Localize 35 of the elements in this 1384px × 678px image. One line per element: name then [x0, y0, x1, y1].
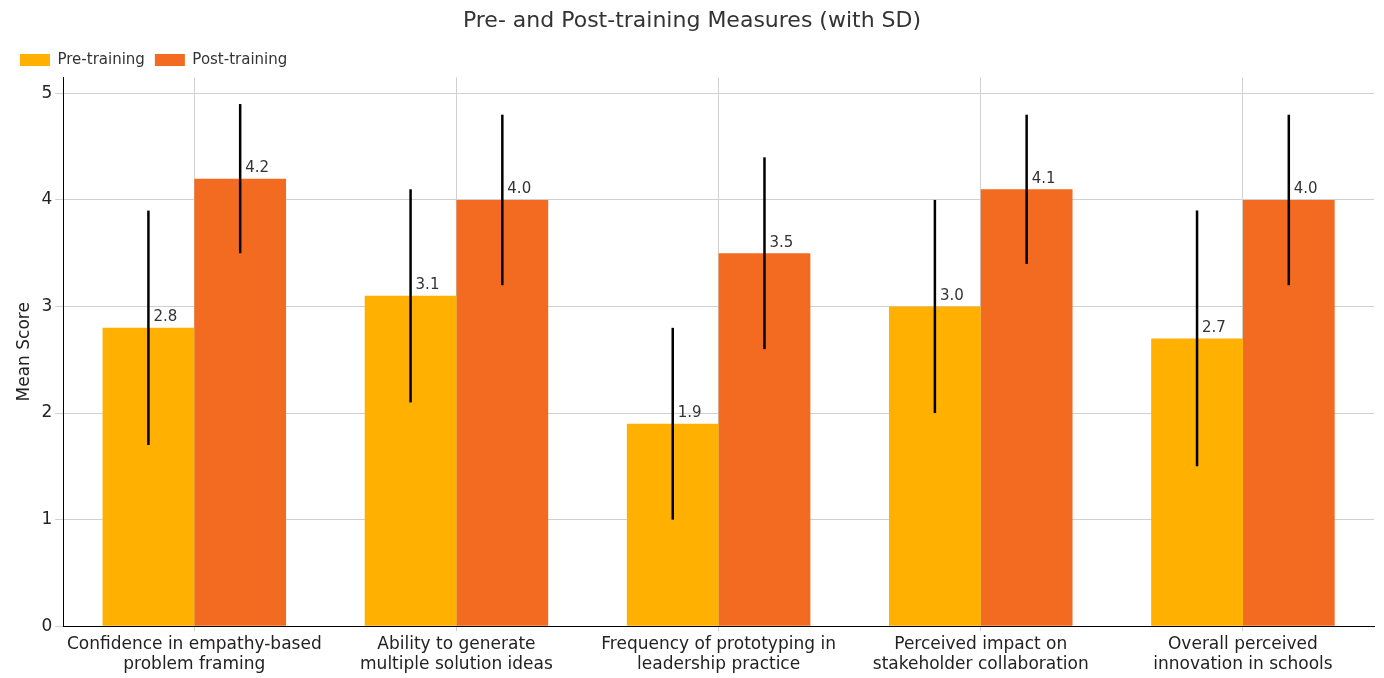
- legend-label: Post-training: [192, 49, 288, 68]
- data-label: 4.1: [1031, 168, 1056, 187]
- data-label: 3.5: [769, 232, 794, 251]
- y-tick-label: 5: [41, 81, 53, 102]
- legend-label: Pre-training: [57, 49, 145, 68]
- x-tick-label: Confidence in empathy-based problem framing: [66, 632, 322, 674]
- bar: [889, 306, 981, 626]
- y-tick-label: 4: [41, 188, 53, 209]
- bar: [980, 189, 1073, 626]
- bar: [718, 253, 811, 626]
- x-tick-label: Overall perceived innovation in schools: [1153, 632, 1333, 674]
- data-label: 3.0: [939, 285, 964, 304]
- bar: [364, 295, 457, 626]
- data-label: 4.0: [507, 179, 532, 198]
- x-tick-label: Perceived impact on stakeholder collaboration: [872, 632, 1089, 674]
- y-tick-label: 2: [41, 401, 53, 422]
- bar: [626, 423, 719, 626]
- data-label: 4.2: [245, 158, 270, 177]
- data-label: 2.7: [1202, 317, 1226, 336]
- bar: [456, 199, 549, 626]
- data-label: 2.8: [153, 307, 178, 326]
- data-label: 1.9: [677, 403, 702, 422]
- bar: [102, 327, 195, 626]
- y-axis-title: Mean Score: [12, 302, 33, 402]
- bar: [1151, 338, 1243, 626]
- bar: [194, 178, 287, 626]
- y-tick-label: 0: [41, 614, 53, 635]
- y-tick-label: 3: [41, 294, 53, 315]
- x-tick-label: Ability to generate multiple solution ideas: [360, 632, 553, 674]
- y-tick-label: 1: [41, 508, 53, 529]
- chart-title: Pre- and Post-training Measures (with SD): [462, 6, 922, 32]
- bar: [1242, 199, 1335, 626]
- data-label: 3.1: [415, 275, 440, 294]
- x-tick-label: Frequency of prototyping in leadership practice: [601, 632, 836, 674]
- data-label: 4.0: [1293, 179, 1318, 198]
